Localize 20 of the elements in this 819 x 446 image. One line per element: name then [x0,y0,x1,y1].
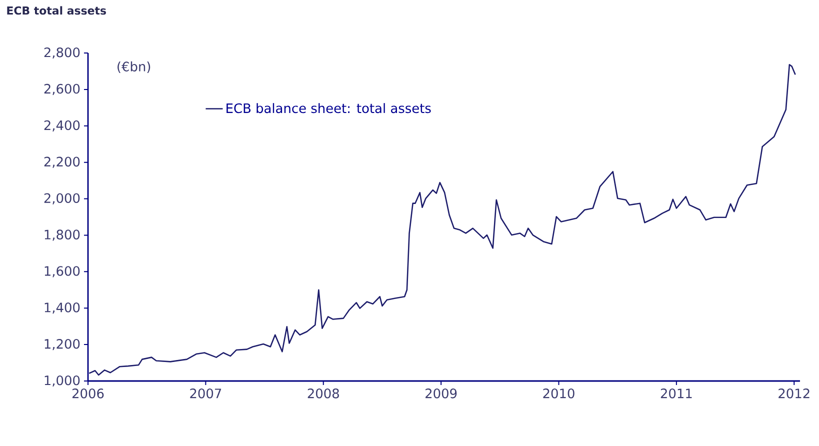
y-tick-label: 1,400 [44,302,80,314]
y-tick-label: 2,400 [44,120,80,132]
y-tick-label: 1,200 [44,339,80,350]
y-tick-label: 2,600 [44,84,80,95]
y-axis-title: (€bn) [118,61,150,73]
x-tick-label: 2009 [426,388,457,398]
y-tick-label: 1,600 [44,266,80,278]
x-tick-label: 2011 [660,388,692,398]
x-tick-label: 2012 [778,388,810,398]
y-tick-label: 2,800 [44,47,80,59]
x-tick-label: 2008 [308,388,339,398]
x-tick-label: 2007 [190,388,222,398]
legend-label: ECB balance sheet: total assets [226,103,431,114]
chart-title: ECB total assets [7,6,106,15]
y-tick-label: 2,200 [44,156,80,168]
y-tick-label: 1,800 [44,230,80,241]
y-tick-label: 2,000 [44,193,80,204]
y-tick-label: 1,000 [44,375,80,387]
x-tick-label: 2006 [72,388,104,398]
x-tick-label: 2010 [543,388,574,398]
